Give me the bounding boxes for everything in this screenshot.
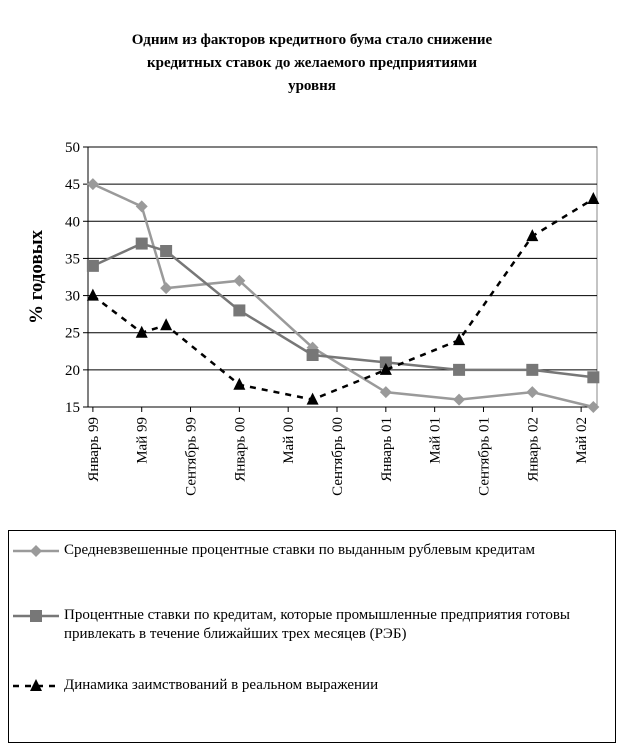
legend-label: Процентные ставки по кредитам, которые п… <box>64 607 571 642</box>
point <box>233 304 246 317</box>
chart: Одним из факторов кредитного бума стало … <box>26 32 600 496</box>
y-tick-label: 30 <box>65 289 80 305</box>
legend-swatch <box>13 679 59 691</box>
y-axis-label: % годовых <box>26 229 47 324</box>
y-tick-label: 15 <box>65 400 80 416</box>
x-tick-label: Май 01 <box>428 417 444 464</box>
point <box>135 237 148 250</box>
point <box>135 200 148 213</box>
point <box>86 288 99 301</box>
x-tick-label: Май 02 <box>574 417 590 464</box>
point <box>306 349 319 361</box>
point <box>379 362 392 375</box>
y-tick-label: 25 <box>65 326 80 342</box>
point <box>379 356 392 369</box>
point <box>526 363 539 376</box>
legend-marker <box>30 679 42 691</box>
point <box>160 318 173 331</box>
point <box>233 274 246 287</box>
point <box>160 245 173 257</box>
x-tick-label: Январь 99 <box>86 417 102 482</box>
point <box>587 401 600 413</box>
x-tick-label: Январь 00 <box>232 417 248 482</box>
point <box>233 377 246 390</box>
point <box>587 371 600 384</box>
x-tick-label: Январь 01 <box>379 417 395 482</box>
point <box>86 178 99 191</box>
point <box>526 386 539 399</box>
x-tick-label: Сентябрь 01 <box>476 417 492 496</box>
plot-area <box>87 146 598 408</box>
point <box>453 393 466 406</box>
y-tick-label: 40 <box>65 214 80 230</box>
x-tick-label: Сентябрь 00 <box>330 417 346 496</box>
legend-swatch <box>13 610 59 622</box>
point <box>453 333 466 346</box>
legend-label: Средневзвешенные процентные ставки по вы… <box>64 542 536 558</box>
legend-label: Динамика заимствований в реальном выраже… <box>64 677 379 693</box>
point <box>86 259 99 272</box>
chart-title: уровня <box>288 78 336 94</box>
chart-title: кредитных ставок до желаемого предприяти… <box>147 55 477 71</box>
x-tick-label: Май 99 <box>135 417 151 464</box>
y-tick-label: 45 <box>65 177 80 193</box>
point <box>135 325 148 338</box>
point <box>453 363 466 376</box>
point <box>587 192 600 204</box>
legend-marker <box>30 545 42 557</box>
point <box>526 229 539 242</box>
legend-marker <box>30 610 42 622</box>
point <box>379 386 392 399</box>
y-tick-label: 20 <box>65 363 80 379</box>
y-tick-label: 50 <box>65 140 80 156</box>
chart-title: Одним из факторов кредитного бума стало … <box>132 32 493 48</box>
point <box>306 392 319 405</box>
x-tick-label: Май 00 <box>281 417 297 464</box>
x-tick-label: Январь 02 <box>525 417 541 482</box>
legend-swatch <box>13 545 59 557</box>
legend: Средневзвешенные процентные ставки по вы… <box>8 530 616 743</box>
x-tick-label: Сентябрь 99 <box>184 417 200 496</box>
y-tick-label: 35 <box>65 251 80 267</box>
point <box>160 282 173 295</box>
